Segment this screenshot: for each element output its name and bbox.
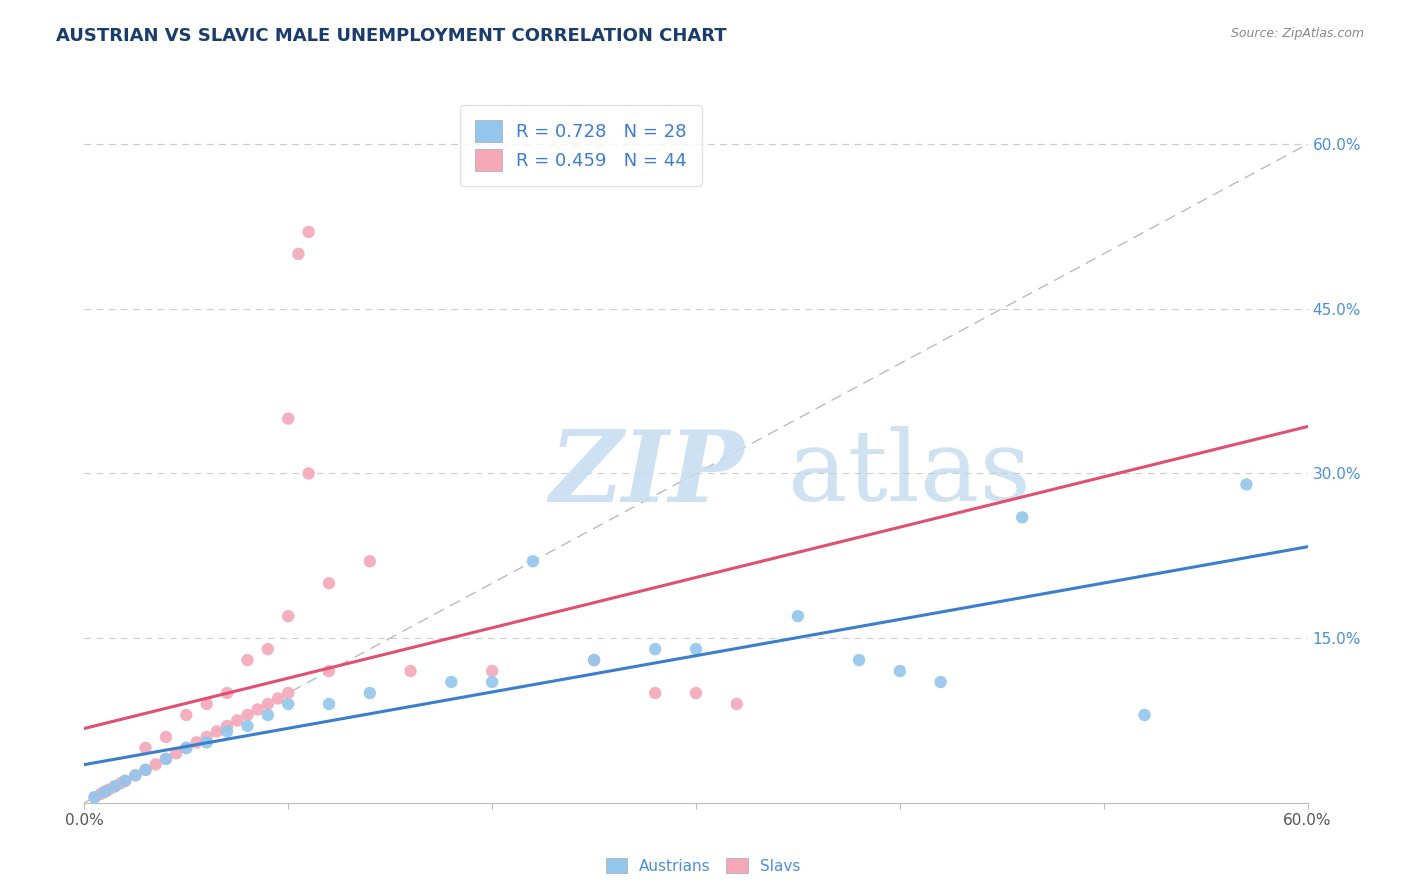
Point	[440, 675, 463, 690]
Point	[359, 686, 381, 700]
Point	[110, 776, 132, 790]
Point	[174, 708, 197, 723]
Point	[1011, 510, 1033, 524]
Point	[1133, 708, 1156, 723]
Point	[685, 686, 707, 700]
Point	[889, 664, 911, 678]
Text: atlas: atlas	[787, 426, 1031, 523]
Point	[155, 752, 177, 766]
Point	[93, 785, 115, 799]
Point	[257, 697, 280, 711]
Point	[226, 714, 249, 728]
Point	[257, 642, 280, 657]
Point	[277, 411, 299, 425]
Point	[195, 730, 218, 744]
Text: ZIP: ZIP	[550, 426, 744, 523]
Legend: R = 0.728   N = 28, R = 0.459   N = 44: R = 0.728 N = 28, R = 0.459 N = 44	[460, 105, 702, 186]
Point	[685, 642, 707, 657]
Point	[277, 609, 299, 624]
Point	[583, 653, 606, 667]
Point	[205, 724, 228, 739]
Point	[186, 735, 208, 749]
Point	[195, 735, 218, 749]
Point	[929, 675, 952, 690]
Point	[174, 740, 197, 755]
Point	[145, 757, 167, 772]
Point	[135, 763, 157, 777]
Point	[298, 225, 321, 239]
Point	[318, 697, 340, 711]
Point	[318, 576, 340, 591]
Point	[298, 467, 321, 481]
Point	[195, 697, 218, 711]
Point	[644, 642, 666, 657]
Point	[583, 653, 606, 667]
Point	[217, 686, 239, 700]
Point	[318, 664, 340, 678]
Point	[787, 609, 810, 624]
Point	[217, 724, 239, 739]
Point	[644, 686, 666, 700]
Point	[97, 782, 120, 797]
Point	[104, 780, 127, 794]
Point	[124, 768, 146, 782]
Point	[135, 740, 157, 755]
Point	[90, 787, 112, 801]
Point	[257, 708, 280, 723]
Point	[114, 773, 136, 788]
Point	[83, 790, 105, 805]
Point	[165, 747, 187, 761]
Point	[267, 691, 290, 706]
Point	[725, 697, 748, 711]
Point	[217, 719, 239, 733]
Point	[114, 773, 136, 788]
Point	[246, 702, 269, 716]
Text: Source: ZipAtlas.com: Source: ZipAtlas.com	[1230, 27, 1364, 40]
Point	[522, 554, 544, 568]
Point	[104, 780, 127, 794]
Point	[236, 653, 259, 667]
Point	[236, 708, 259, 723]
Point	[155, 752, 177, 766]
Point	[135, 763, 157, 777]
Point	[287, 247, 309, 261]
Text: AUSTRIAN VS SLAVIC MALE UNEMPLOYMENT CORRELATION CHART: AUSTRIAN VS SLAVIC MALE UNEMPLOYMENT COR…	[56, 27, 727, 45]
Point	[124, 768, 146, 782]
Point	[481, 675, 503, 690]
Point	[277, 697, 299, 711]
Point	[1236, 477, 1258, 491]
Legend: Austrians, Slavs: Austrians, Slavs	[599, 852, 807, 880]
Point	[83, 790, 105, 805]
Point	[155, 730, 177, 744]
Point	[236, 719, 259, 733]
Point	[848, 653, 870, 667]
Point	[399, 664, 422, 678]
Point	[359, 554, 381, 568]
Point	[277, 686, 299, 700]
Point	[93, 785, 115, 799]
Point	[174, 740, 197, 755]
Point	[481, 664, 503, 678]
